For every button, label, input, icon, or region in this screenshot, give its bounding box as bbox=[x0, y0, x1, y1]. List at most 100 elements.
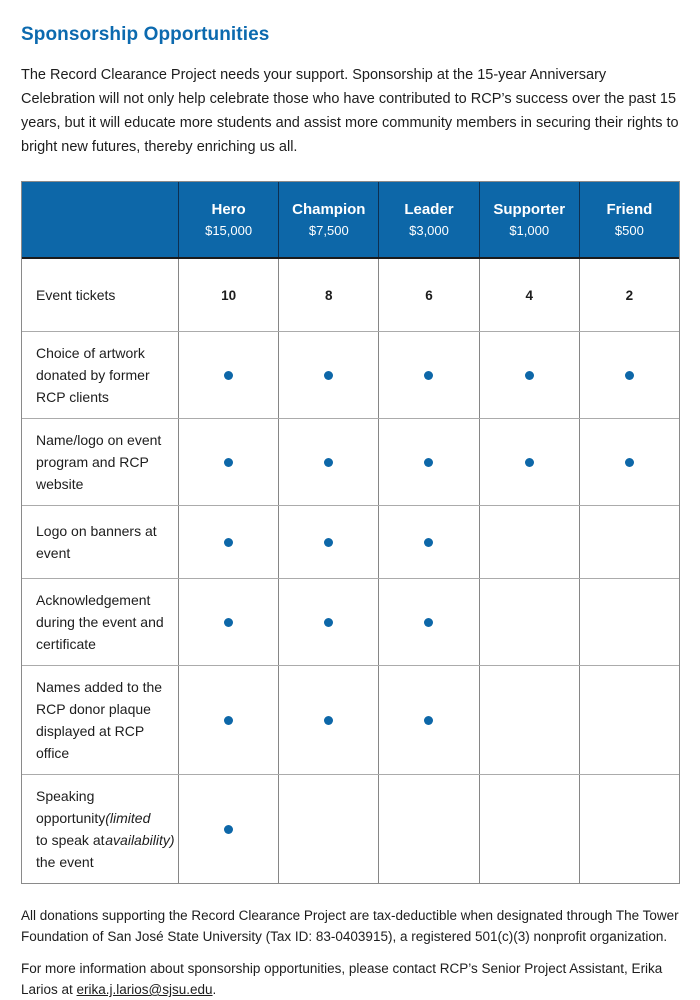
benefit-label: Choice of artwork donated by former RCP … bbox=[22, 332, 178, 418]
footer: All donations supporting the Record Clea… bbox=[21, 905, 680, 1000]
benefit-label: Speaking opportunity to speak at the eve… bbox=[22, 775, 178, 883]
bullet-dot-icon bbox=[424, 370, 434, 380]
benefit-label-text: Acknowledgement during the event and cer… bbox=[36, 592, 164, 652]
benefit-label: Acknowledgement during the event and cer… bbox=[22, 579, 178, 665]
bullet-dot-icon bbox=[624, 370, 634, 380]
tier-header-champion: Champion $7,500 bbox=[278, 182, 378, 257]
included-cell bbox=[278, 419, 378, 505]
included-cell bbox=[378, 666, 478, 774]
ticket-count: 8 bbox=[278, 259, 378, 331]
table-row: Logo on banners at event bbox=[22, 506, 679, 579]
contact-note: For more information about sponsorship o… bbox=[21, 958, 680, 1000]
ticket-count: 4 bbox=[478, 259, 579, 331]
table-row: Names added to the RCP donor plaque disp… bbox=[22, 666, 679, 775]
tier-amount: $500 bbox=[614, 223, 644, 238]
benefit-label-text: Logo on banners at event bbox=[36, 523, 157, 561]
included-cell bbox=[378, 506, 478, 578]
table-row: Name/logo on event program and RCP websi… bbox=[22, 419, 679, 506]
tier-amount: $7,500 bbox=[308, 223, 349, 238]
intro-paragraph: The Record Clearance Project needs your … bbox=[21, 67, 679, 155]
tier-amount: $3,000 bbox=[409, 223, 449, 238]
sponsorship-table: Hero $15,000 Champion $7,500 Leader $3,000 Sup… bbox=[21, 181, 680, 884]
page-title: Sponsorship Opportunities bbox=[21, 24, 270, 45]
bullet-dot-icon bbox=[524, 370, 534, 380]
tier-amount: $15,000 bbox=[205, 223, 253, 238]
benefit-label-text: Event tickets bbox=[36, 287, 116, 303]
bullet-dot-icon bbox=[424, 715, 434, 725]
tier-name: Leader bbox=[404, 201, 454, 218]
empty-cell bbox=[278, 775, 378, 883]
bullet-dot-icon bbox=[224, 457, 234, 467]
tier-header-supporter: Supporter $1,000 bbox=[478, 182, 579, 257]
included-cell bbox=[578, 419, 679, 505]
included-cell bbox=[278, 332, 378, 418]
included-cell bbox=[278, 666, 378, 774]
tax-note: All donations supporting the Record Clea… bbox=[21, 908, 679, 944]
included-cell bbox=[178, 332, 278, 418]
bullet-dot-icon bbox=[424, 617, 434, 627]
included-cell bbox=[478, 419, 579, 505]
benefit-note: (limited availability) bbox=[105, 810, 175, 848]
benefit-label-text: Names added to the RCP donor plaque disp… bbox=[36, 679, 163, 761]
bullet-dot-icon bbox=[224, 537, 234, 547]
included-cell bbox=[378, 579, 478, 665]
included-cell bbox=[178, 775, 278, 883]
bullet-dot-icon bbox=[624, 457, 634, 467]
tier-header-friend: Friend $500 bbox=[578, 182, 679, 257]
table-row: Choice of artwork donated by former RCP … bbox=[22, 332, 679, 419]
empty-cell bbox=[478, 579, 579, 665]
contact-email-link[interactable]: erika.j.larios@sjsu.edu bbox=[76, 982, 213, 997]
benefit-label: Name/logo on event program and RCP websi… bbox=[22, 419, 178, 505]
included-cell bbox=[178, 666, 278, 774]
table-header-empty-cell bbox=[22, 182, 178, 257]
bullet-dot-icon bbox=[424, 537, 434, 547]
bullet-dot-icon bbox=[324, 370, 334, 380]
bullet-dot-icon bbox=[224, 715, 234, 725]
included-cell bbox=[278, 506, 378, 578]
bullet-dot-icon bbox=[224, 617, 234, 627]
included-cell bbox=[178, 506, 278, 578]
bullet-dot-icon bbox=[424, 457, 434, 467]
table-body: Event tickets 10 8 6 4 2 Choice of artwork don… bbox=[22, 259, 679, 883]
benefit-label-text: Name/logo on event program and RCP websi… bbox=[36, 432, 162, 492]
empty-cell bbox=[578, 579, 679, 665]
included-cell bbox=[378, 332, 478, 418]
benefit-label-text: Speaking opportunity to speak at the eve… bbox=[36, 788, 106, 870]
empty-cell bbox=[578, 506, 679, 578]
benefit-label: Logo on banners at event bbox=[22, 506, 178, 578]
empty-cell bbox=[578, 666, 679, 774]
included-cell bbox=[578, 332, 679, 418]
bullet-dot-icon bbox=[224, 370, 234, 380]
included-cell bbox=[278, 579, 378, 665]
table-row: Acknowledgement during the event and cer… bbox=[22, 579, 679, 666]
table-row: Event tickets 10 8 6 4 2 bbox=[22, 259, 679, 332]
tier-name: Friend bbox=[606, 201, 653, 218]
ticket-count: 10 bbox=[178, 259, 278, 331]
empty-cell bbox=[478, 506, 579, 578]
tier-amount: $1,000 bbox=[509, 223, 550, 238]
ticket-count: 6 bbox=[378, 259, 478, 331]
bullet-dot-icon bbox=[524, 457, 534, 467]
bullet-dot-icon bbox=[324, 457, 334, 467]
bullet-dot-icon bbox=[224, 824, 234, 834]
included-cell bbox=[378, 419, 478, 505]
tier-header-hero: Hero $15,000 bbox=[178, 182, 278, 257]
empty-cell bbox=[478, 666, 579, 774]
table-row: Speaking opportunity to speak at the eve… bbox=[22, 775, 679, 883]
bullet-dot-icon bbox=[324, 617, 334, 627]
bullet-dot-icon bbox=[324, 715, 334, 725]
tier-name: Supporter bbox=[493, 201, 566, 218]
benefit-label-text: Choice of artwork donated by former RCP … bbox=[36, 345, 150, 405]
benefit-label: Names added to the RCP donor plaque disp… bbox=[22, 666, 178, 774]
included-cell bbox=[178, 419, 278, 505]
empty-cell bbox=[578, 775, 679, 883]
table-header-row: Hero $15,000 Champion $7,500 Leader $3,000 Sup… bbox=[22, 182, 679, 259]
tier-header-leader: Leader $3,000 bbox=[378, 182, 478, 257]
tier-name: Hero bbox=[211, 201, 246, 218]
bullet-dot-icon bbox=[324, 537, 334, 547]
empty-cell bbox=[478, 775, 579, 883]
ticket-count: 2 bbox=[578, 259, 679, 331]
tier-name: Champion bbox=[292, 201, 366, 218]
empty-cell bbox=[378, 775, 478, 883]
